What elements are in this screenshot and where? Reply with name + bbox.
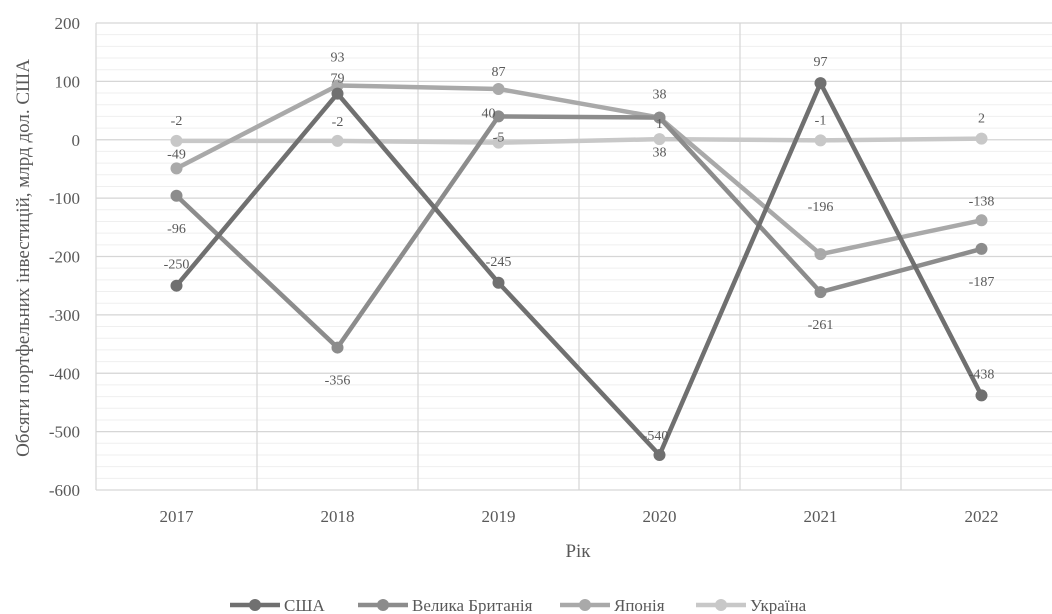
y-tick-label: -100 (49, 189, 80, 208)
data-point (814, 77, 827, 90)
data-label: 93 (331, 50, 345, 65)
x-tick-label: 2022 (965, 507, 999, 526)
data-label: -250 (164, 258, 190, 273)
data-point (814, 134, 827, 147)
data-point (492, 136, 505, 149)
data-point (170, 279, 183, 292)
x-tick-label: 2021 (804, 507, 838, 526)
legend-label: США (284, 596, 325, 614)
y-tick-label: -300 (49, 306, 80, 325)
legend-marker (377, 599, 389, 611)
data-point (170, 162, 183, 175)
data-label: -196 (808, 200, 834, 215)
data-label: 38 (653, 88, 667, 103)
series-line-0 (174, 80, 984, 458)
data-point (653, 133, 666, 146)
data-point (814, 286, 827, 299)
data-point (492, 82, 505, 95)
vertical-grid (95, 23, 902, 490)
data-label: 38 (653, 146, 667, 161)
major-grid (96, 22, 1052, 491)
data-label: -2 (171, 114, 183, 129)
legend: США Велика Британія Японія Україна (230, 596, 807, 614)
data-label: -49 (167, 147, 186, 162)
data-label: -245 (486, 255, 512, 270)
data-label: -261 (808, 318, 834, 333)
data-label: -438 (969, 367, 995, 382)
data-label: 87 (492, 65, 506, 80)
y-tick-label: 200 (55, 14, 81, 33)
data-label: -540 (643, 429, 669, 444)
data-label: -187 (969, 275, 995, 290)
data-point (492, 110, 505, 123)
data-point (814, 248, 827, 261)
x-tick-label: 2018 (321, 507, 355, 526)
y-tick-label: -600 (49, 481, 80, 500)
data-point (975, 132, 988, 145)
data-point (975, 214, 988, 227)
x-tick-label: 2020 (643, 507, 677, 526)
legend-label: Японія (614, 596, 665, 614)
data-label: 97 (814, 55, 828, 70)
data-label: -138 (969, 194, 995, 209)
data-point (492, 276, 505, 289)
data-label: -356 (325, 374, 351, 389)
data-label: -96 (167, 222, 186, 237)
data-point (975, 242, 988, 255)
data-point (975, 389, 988, 402)
data-labels-layer: -25079-245-54097-438-96-3564038-261-187-… (164, 50, 995, 444)
legend-label: Велика Британія (412, 596, 533, 614)
data-point (653, 111, 666, 124)
data-point (170, 189, 183, 202)
legend-item: Велика Британія (358, 596, 533, 614)
data-label: -5 (493, 131, 505, 146)
legend-marker (249, 599, 261, 611)
series-line-2 (175, 83, 982, 257)
legend-item: Японія (560, 596, 665, 614)
data-label: 79 (331, 72, 345, 87)
series-layer (170, 77, 988, 461)
data-point (653, 448, 666, 461)
x-tick-label: 2019 (482, 507, 516, 526)
legend-marker (715, 599, 727, 611)
y-tick-label: -500 (49, 423, 80, 442)
data-point (331, 87, 344, 100)
x-axis-ticks: 2017 2018 2019 2020 2021 2022 (160, 507, 999, 526)
x-axis-title: Рік (565, 541, 591, 562)
series-line-1 (174, 114, 983, 350)
y-tick-label: 0 (72, 131, 81, 150)
data-point (331, 341, 344, 354)
legend-item: Україна (696, 596, 807, 614)
y-tick-label: -400 (49, 364, 80, 383)
data-label: 1 (656, 117, 663, 132)
y-axis-title: Обсяги портфельних інвестицій, млрд дол.… (13, 59, 34, 457)
legend-label: Україна (750, 596, 807, 614)
data-label: -2 (332, 115, 344, 130)
data-point (331, 134, 344, 147)
data-label: -1 (815, 113, 827, 128)
data-label: 40 (482, 106, 496, 121)
data-label: 2 (978, 112, 985, 127)
legend-item: США (230, 596, 325, 614)
data-point (170, 134, 183, 147)
x-tick-label: 2017 (160, 507, 195, 526)
y-tick-label: -200 (49, 248, 80, 267)
y-axis-ticks: 200 100 0 -100 -200 -300 -400 -500 -600 (49, 14, 80, 500)
y-tick-label: 100 (55, 72, 81, 91)
legend-marker (579, 599, 591, 611)
